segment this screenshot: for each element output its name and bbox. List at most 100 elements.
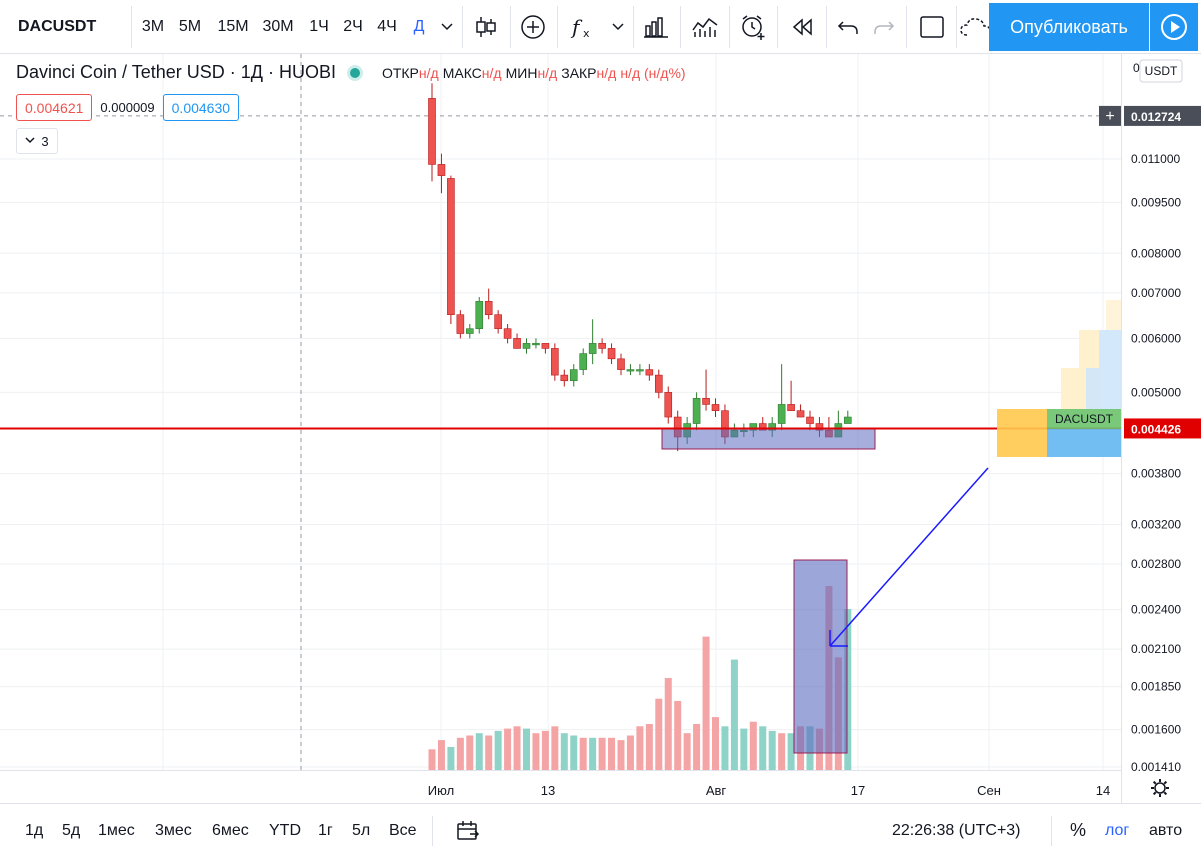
range-5d[interactable]: 5д xyxy=(62,804,80,856)
interval-label: Д xyxy=(413,18,425,35)
volume-bar xyxy=(589,737,597,770)
candle-body xyxy=(475,301,484,329)
range-1d[interactable]: 1д xyxy=(25,804,43,856)
save-cloud-button[interactable] xyxy=(960,0,990,54)
volume-profile-bar xyxy=(1106,300,1121,330)
last-price-label: 0.004426 xyxy=(1131,422,1181,436)
undo-button[interactable] xyxy=(830,0,866,54)
interval-2h[interactable]: 2Ч xyxy=(336,0,370,54)
currency-badge xyxy=(1139,59,1183,83)
volume-bar xyxy=(664,678,672,770)
layout-button[interactable] xyxy=(912,0,952,54)
open-value: н/д xyxy=(418,64,439,81)
interval-3m[interactable]: 3М xyxy=(136,0,170,54)
percent-scale-button[interactable]: % xyxy=(1070,804,1086,856)
volume-bar xyxy=(730,659,738,770)
timezone-clock[interactable]: 22:26:38 (UTC+3) xyxy=(892,804,1021,856)
market-status-icon xyxy=(349,67,360,78)
chart-legend: Davinci Coin / Tether USD · 1Д · HUOBI О… xyxy=(16,62,686,83)
volume-bar xyxy=(787,733,795,770)
price-axis-label: 0.003200 xyxy=(1131,517,1181,531)
volume-bar xyxy=(579,737,587,770)
volume-bar xyxy=(541,730,549,770)
candle-body xyxy=(777,404,786,424)
interval-15m[interactable]: 15М xyxy=(215,0,251,54)
range-1y[interactable]: 1г xyxy=(318,804,333,856)
compare-add-button[interactable] xyxy=(513,0,553,54)
time-axis-label: Сен xyxy=(977,783,1001,798)
templates-button[interactable] xyxy=(685,0,725,54)
price-axis-label: 0.007000 xyxy=(1131,286,1181,300)
interval-30m[interactable]: 30М xyxy=(260,0,296,54)
time-axis-label: 14 xyxy=(1096,783,1110,798)
range-label: 3мес xyxy=(155,821,192,839)
sell-price-box[interactable]: 0.004621 xyxy=(16,94,93,121)
interval-4h[interactable]: 4Ч xyxy=(370,0,404,54)
financials-button[interactable] xyxy=(636,0,676,54)
volume-bar xyxy=(693,724,701,770)
auto-scale-button[interactable]: авто xyxy=(1149,804,1182,856)
plus-circle-icon xyxy=(521,15,545,39)
range-label: 6мес xyxy=(212,821,249,839)
crosshair-price-label: 0.012724 xyxy=(1131,110,1181,124)
time-axis-label: 13 xyxy=(541,783,555,798)
log-scale-button[interactable]: лог xyxy=(1105,804,1129,856)
bid-value: 0.004621 xyxy=(25,99,84,116)
cloud-icon xyxy=(960,18,990,36)
interval-label: 3М xyxy=(141,18,165,35)
candle-body xyxy=(806,416,814,424)
volume-bar xyxy=(759,726,767,770)
buy-price-box[interactable]: 0.004630 xyxy=(162,94,240,121)
candle-body xyxy=(598,343,606,349)
interval-1h[interactable]: 1Ч xyxy=(302,0,336,54)
volume-bar xyxy=(570,735,578,770)
price-chart[interactable]: DACUSDT 0 0.011000 0.009500 0.008000 0.007000… xyxy=(0,54,1201,803)
crosshair-price-bg xyxy=(1124,105,1201,126)
play-button[interactable] xyxy=(1150,3,1198,51)
publish-button[interactable]: Опубликовать xyxy=(989,3,1149,51)
alert-icon xyxy=(742,15,765,40)
candle-body xyxy=(645,369,654,376)
toolbar-divider xyxy=(826,6,827,48)
chart-type-button[interactable] xyxy=(466,0,506,54)
range-3m[interactable]: 3мес xyxy=(155,804,192,856)
volume-bar xyxy=(712,717,719,770)
candle-body xyxy=(796,410,805,418)
range-all[interactable]: Все xyxy=(389,804,417,856)
candle-body xyxy=(626,369,635,372)
interval-label: 1Ч xyxy=(309,18,329,35)
range-ytd[interactable]: YTD xyxy=(269,804,301,856)
indicators-collapse-button[interactable]: 3 xyxy=(16,128,58,154)
candle-body xyxy=(428,98,436,165)
range-label: 1мес xyxy=(98,821,135,839)
replay-button[interactable] xyxy=(782,0,822,54)
interval-dropdown[interactable] xyxy=(436,0,458,54)
indicators-dropdown[interactable] xyxy=(607,0,629,54)
toolbar-divider xyxy=(680,6,681,48)
range-1m[interactable]: 1мес xyxy=(98,804,135,856)
range-6m[interactable]: 6мес xyxy=(212,804,249,856)
symbol-search-button[interactable]: DACUSDT xyxy=(8,0,126,54)
date-range-button[interactable] xyxy=(456,804,480,856)
range-5y[interactable]: 5л xyxy=(352,804,370,856)
redo-button[interactable] xyxy=(866,0,902,54)
alert-button[interactable] xyxy=(733,0,773,54)
interval-5m[interactable]: 5М xyxy=(173,0,207,54)
candle-body xyxy=(654,374,663,393)
volume-profile-label: DACUSDT xyxy=(1055,412,1114,426)
volume-bar xyxy=(683,733,691,770)
chevron-down-icon xyxy=(441,23,453,31)
interval-1d[interactable]: Д xyxy=(402,0,436,54)
indicators-count: 3 xyxy=(41,133,49,149)
layout-icon xyxy=(920,16,944,38)
change-value: н/д (н/д%) xyxy=(620,64,686,81)
time-axis-label: Июл xyxy=(428,783,454,798)
volume-bar xyxy=(645,724,653,770)
bid-ask-panel: 0.004621 0.000009 0.004630 xyxy=(16,94,240,121)
time-axis-label: 17 xyxy=(851,783,865,798)
bottom-divider xyxy=(1051,816,1052,846)
candle-body xyxy=(494,314,502,329)
ohlc-values: ОТКРн/д МАКСн/д МИНн/д ЗАКРн/д н/д (н/д%… xyxy=(382,65,686,81)
